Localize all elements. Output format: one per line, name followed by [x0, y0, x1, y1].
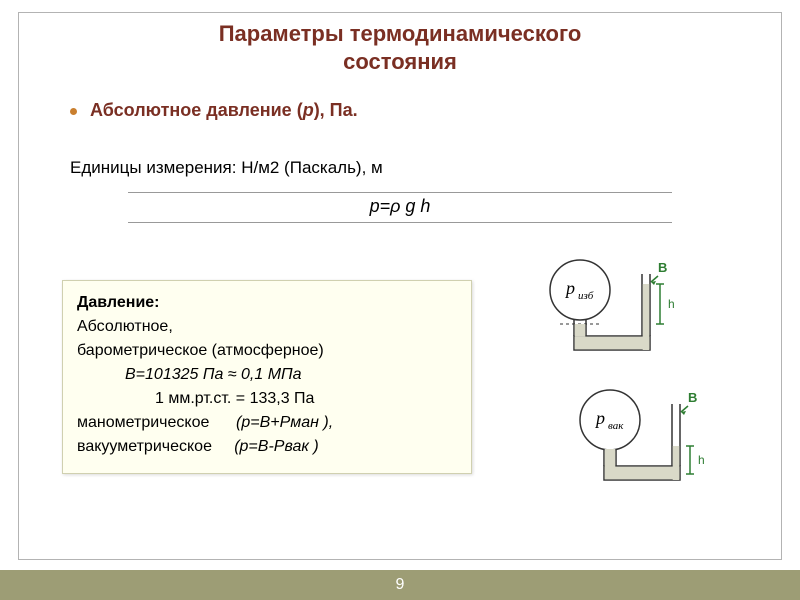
bulb-label: р: [564, 278, 575, 298]
B-label: В: [688, 390, 697, 405]
page-number: 9: [396, 576, 405, 593]
box-l6-formula: (р=В-Рвак ): [234, 438, 318, 455]
box-l4: 1 мм.рт.ст. = 133,3 Па: [77, 387, 457, 411]
diagram-vacuum-bottom: р вак В h: [560, 380, 740, 490]
box-l5-formula: (р=В+Рман ),: [236, 414, 333, 431]
box-l5-label: манометрическое: [77, 414, 209, 431]
units-line: Единицы измерения: Н/м2 (Паскаль), м: [70, 158, 383, 178]
bulb-sub: вак: [608, 420, 624, 432]
bullet-prefix: Абсолютное давление (: [90, 100, 303, 120]
equation: p=ρ g h: [0, 196, 800, 217]
page-title: Параметры термодинамического состояния: [0, 20, 800, 75]
bulb-sub: изб: [578, 290, 594, 302]
divider-top: [128, 192, 672, 193]
title-line2: состояния: [343, 49, 457, 74]
box-l5: манометрическое (р=В+Рман ),: [77, 411, 457, 435]
diagram-gauge-top: р изб В h: [530, 250, 710, 360]
title-line1: Параметры термодинамического: [219, 21, 582, 46]
box-title: Давление:: [77, 291, 457, 315]
B-arrow-icon: [651, 276, 658, 282]
bullet-icon: [70, 108, 77, 115]
bullet-abs-pressure: Абсолютное давление (р), Па.: [70, 100, 358, 121]
h-label: h: [698, 453, 705, 467]
box-l1: Абсолютное,: [77, 315, 457, 339]
box-l3: В=101325 Па ≈ 0,1 МПа: [77, 363, 457, 387]
bullet-var: р: [303, 100, 314, 120]
box-l6: вакууметрическое (р=В-Рвак ): [77, 435, 457, 459]
B-label: В: [658, 260, 667, 275]
bullet-suffix: ), Па.: [314, 100, 358, 120]
B-arrow-icon: [681, 406, 688, 412]
box-l2: барометрическое (атмосферное): [77, 339, 457, 363]
h-label: h: [668, 297, 675, 311]
bulb-label: р: [594, 408, 605, 428]
divider-bottom: [128, 222, 672, 223]
pressure-box: Давление: Абсолютное, барометрическое (а…: [62, 280, 472, 474]
footer-bar: 9: [0, 570, 800, 600]
box-l6-label: вакууметрическое: [77, 438, 212, 455]
